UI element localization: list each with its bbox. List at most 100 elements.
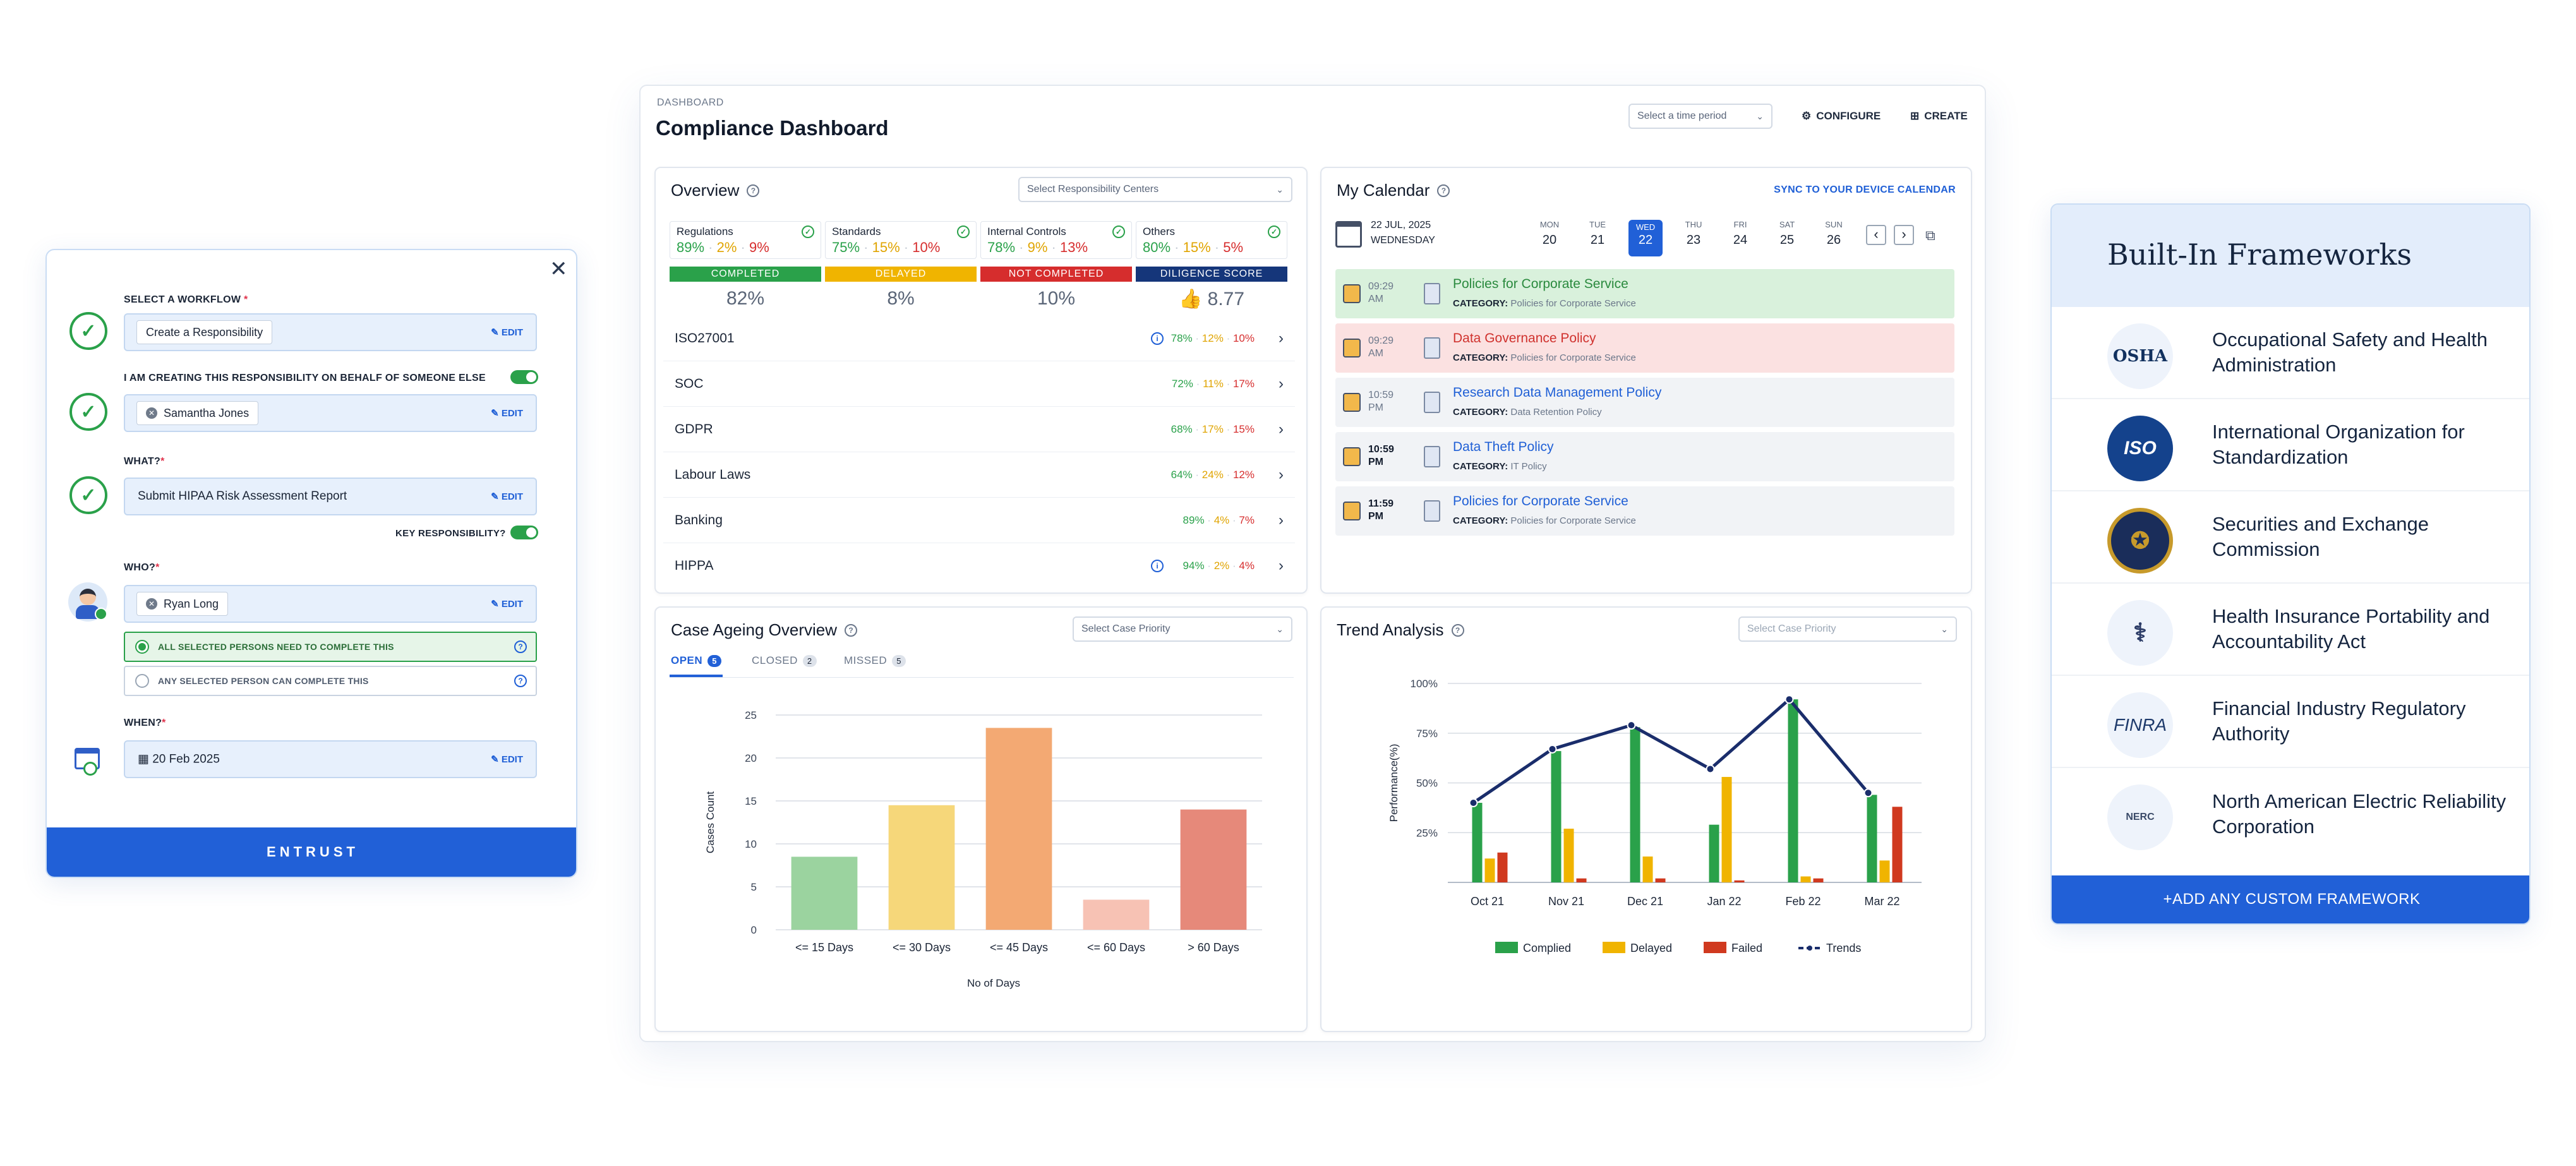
help-icon[interactable]: ?	[514, 675, 527, 687]
workflow-field[interactable]: Create a Responsibility ✎ EDIT	[124, 313, 537, 351]
lock-icon	[1343, 393, 1361, 412]
day-thu[interactable]: THU 23	[1685, 220, 1702, 247]
edit-when-button[interactable]: ✎ EDIT	[491, 754, 523, 765]
option-all-complete[interactable]: ALL SELECTED PERSONS NEED TO COMPLETE TH…	[124, 632, 537, 662]
help-icon[interactable]: ?	[845, 623, 858, 637]
avatar	[68, 582, 107, 622]
x-tick-label: Feb 22	[1785, 895, 1821, 908]
overview-row[interactable]: Banking 89% · 4% · 7% ›	[663, 498, 1295, 543]
framework-item[interactable]: ⚕ Health Insurance Portability and Accou…	[2052, 584, 2529, 676]
trend-analysis-chart: 25% 50% 75% 100% Oct 21 Nov 21 Dec 21 Jan 22 Feb…	[1388, 678, 1922, 954]
trend-priority-select[interactable]: Select Case Priority ⌄	[1738, 616, 1957, 642]
delayed-bar: DELAYED	[825, 267, 977, 282]
day-wed[interactable]: WED 22	[1628, 220, 1663, 256]
help-icon[interactable]: ?	[1451, 623, 1464, 637]
info-icon[interactable]: i	[1151, 332, 1164, 345]
configure-button[interactable]: ⚙ CONFIGURE	[1802, 110, 1881, 122]
overview-row[interactable]: ISO27001 i 78% · 12% · 10% ›	[663, 316, 1295, 361]
calendar-event[interactable]: 09:29 AM Data Governance Policy CATEGORY:…	[1335, 323, 1954, 373]
remove-icon[interactable]: ✕	[146, 598, 157, 610]
frameworks-title: Built-In Frameworks	[2052, 205, 2529, 307]
edit-workflow-button[interactable]: ✎ EDIT	[491, 327, 523, 338]
radio-unselected[interactable]	[135, 674, 149, 688]
day-tue[interactable]: TUE 21	[1589, 220, 1606, 247]
open-external-icon[interactable]: ⧉	[1925, 227, 1935, 243]
radio-selected[interactable]	[135, 640, 149, 654]
bar-delayed	[1642, 856, 1653, 882]
sync-calendar-link[interactable]: SYNC TO YOUR DEVICE CALENDAR	[1774, 184, 1956, 195]
legend-label: Failed	[1731, 942, 1762, 954]
finra-logo-icon: FINRA	[2107, 692, 2173, 758]
bar-delayed	[1484, 858, 1495, 882]
tab-open[interactable]: OPEN 5	[671, 654, 721, 667]
framework-item[interactable]: NERC North American Electric Reliability…	[2052, 768, 2529, 860]
category-card-regulations[interactable]: Regulations ✓ 89% · 2% · 9%	[670, 221, 821, 259]
time-period-select[interactable]: Select a time period ⌄	[1628, 104, 1773, 129]
chevron-down-icon: ⌄	[1276, 184, 1284, 195]
next-week-button[interactable]: ›	[1894, 225, 1914, 245]
category-card-others[interactable]: Others ✓ 80% · 15% · 5%	[1136, 221, 1287, 259]
info-icon[interactable]: i	[1151, 560, 1164, 572]
edit-what-button[interactable]: ✎ EDIT	[491, 491, 523, 502]
not-completed-value: 10%	[1037, 288, 1076, 309]
tab-closed[interactable]: CLOSED 2	[752, 654, 817, 667]
osha-logo-icon: OSHA	[2107, 323, 2173, 389]
day-fri[interactable]: FRI 24	[1733, 220, 1748, 247]
help-icon[interactable]: ?	[514, 640, 527, 653]
bar-failed	[1892, 807, 1903, 882]
lock-icon	[1343, 339, 1361, 358]
add-custom-framework-button[interactable]: +ADD ANY CUSTOM FRAMEWORK	[2052, 875, 2529, 923]
who-field[interactable]: ✕ Ryan Long ✎ EDIT	[124, 585, 537, 623]
bar	[985, 728, 1052, 930]
framework-item[interactable]: ISO International Organization for Stand…	[2052, 399, 2529, 491]
chevron-right-icon: ›	[1279, 420, 1284, 438]
day-sun[interactable]: SUN 26	[1825, 220, 1843, 247]
category-card-internal-controls[interactable]: Internal Controls ✓ 78% · 9% · 13%	[980, 221, 1132, 259]
prev-week-button[interactable]: ‹	[1866, 225, 1886, 245]
behalf-toggle[interactable]	[510, 370, 538, 384]
bar-failed	[1497, 852, 1508, 882]
help-icon[interactable]: ?	[747, 184, 760, 197]
calendar-event[interactable]: 10:59 PM Research Data Management Policy …	[1335, 378, 1954, 427]
create-button[interactable]: ⊞ CREATE	[1910, 110, 1968, 122]
key-responsibility-toggle[interactable]	[510, 526, 538, 539]
when-field[interactable]: ▦ 20 Feb 2025 ✎ EDIT	[124, 740, 537, 778]
option-any-complete[interactable]: ANY SELECTED PERSON CAN COMPLETE THIS ?	[124, 666, 537, 696]
person-chip: ✕ Ryan Long	[136, 592, 229, 616]
calendar-event[interactable]: 11:59 PM Policies for Corporate Service C…	[1335, 486, 1954, 536]
day-mon[interactable]: MON 20	[1539, 220, 1560, 247]
close-icon[interactable]: ✕	[550, 257, 568, 281]
tab-missed[interactable]: MISSED 5	[844, 654, 906, 667]
x-tick-label: Oct 21	[1471, 895, 1504, 908]
case-priority-select[interactable]: Select Case Priority ⌄	[1073, 616, 1292, 642]
category-card-standards[interactable]: Standards ✓ 75% · 15% · 10%	[825, 221, 977, 259]
document-icon	[1424, 337, 1440, 359]
overview-row[interactable]: HIPPA i 94% · 2% · 4% ›	[675, 557, 1284, 574]
entrust-button[interactable]: ENTRUST	[47, 827, 576, 877]
overview-row[interactable]: GDPR 68% · 17% · 15% ›	[663, 407, 1295, 452]
case-ageing-chart: 0 5 10 15 20 25 <= 15 Days <= 30 Days <= 45 Days…	[704, 709, 1262, 989]
what-field[interactable]: Submit HIPAA Risk Assessment Report ✎ ED…	[124, 478, 537, 515]
framework-item[interactable]: ✪ Securities and Exchange Commission	[2052, 491, 2529, 584]
edit-behalf-button[interactable]: ✎ EDIT	[491, 408, 523, 419]
x-tick-label: > 60 Days	[1188, 941, 1239, 954]
framework-item[interactable]: FINRA Financial Industry Regulatory Auth…	[2052, 676, 2529, 768]
framework-item[interactable]: OSHA Occupational Safety and Health Admi…	[2052, 307, 2529, 399]
key-responsibility-label: KEY RESPONSIBILITY?	[395, 528, 506, 539]
overview-row[interactable]: SOC 72% · 11% · 17% ›	[663, 361, 1295, 407]
bar-delayed	[1563, 828, 1574, 882]
responsibility-centers-select[interactable]: Select Responsibility Centers ⌄	[1018, 177, 1292, 202]
step-check-icon: ✓	[69, 476, 107, 514]
remove-icon[interactable]: ✕	[146, 407, 157, 419]
calendar-event[interactable]: 10:59 PM Data Theft Policy CATEGORY: IT P…	[1335, 432, 1954, 481]
calendar-event[interactable]: 09:29 AM Policies for Corporate Service C…	[1335, 269, 1954, 318]
day-sat[interactable]: SAT 25	[1779, 220, 1795, 247]
trend-line	[1472, 697, 1870, 805]
bar-complied	[1867, 795, 1877, 882]
lock-icon	[1343, 502, 1361, 520]
document-icon	[1424, 283, 1440, 304]
help-icon[interactable]: ?	[1437, 184, 1450, 197]
edit-who-button[interactable]: ✎ EDIT	[491, 599, 523, 610]
behalf-person-field[interactable]: ✕ Samantha Jones ✎ EDIT	[124, 394, 537, 432]
overview-row[interactable]: Labour Laws 64% · 24% · 12% ›	[663, 452, 1295, 498]
